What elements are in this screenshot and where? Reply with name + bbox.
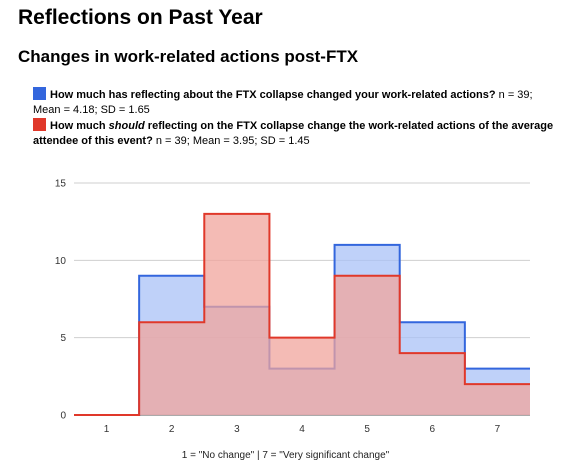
x-tick-label: 2 — [169, 424, 175, 435]
series-area-2 — [74, 213, 530, 415]
x-tick-label: 5 — [364, 424, 370, 435]
y-tick-label: 15 — [55, 179, 67, 190]
legend-question-average-part2: reflecting on the FTX collapse change th… — [33, 120, 554, 147]
legend-stats-self: n = 39; Mean = 4.18; SD = 1.65 — [33, 89, 533, 116]
x-tick-label: 6 — [430, 424, 436, 435]
x-tick-label: 7 — [495, 424, 501, 435]
x-axis-caption: 1 = "No change" | 7 = "Very significant … — [181, 450, 390, 461]
x-tick-label: 1 — [104, 424, 110, 435]
legend-question-self: How much has reflecting about the FTX co… — [50, 89, 496, 101]
legend-question-average-emphasis: should — [108, 120, 145, 132]
x-tick-label: 4 — [299, 424, 305, 435]
legend-stats-average: n = 39; Mean = 3.95; SD = 1.45 — [152, 134, 310, 147]
legend-entry-average: How much should reflecting on the FTX co… — [33, 118, 563, 148]
legend-entry-self: How much has reflecting about the FTX co… — [33, 87, 563, 117]
x-tick-label: 3 — [234, 424, 240, 435]
legend-swatch-red — [33, 118, 46, 131]
y-tick-label: 0 — [60, 411, 66, 422]
legend-question-average-part1: How much — [50, 120, 109, 132]
y-tick-label: 5 — [60, 333, 66, 344]
y-tick-label: 10 — [55, 256, 67, 267]
series-line-2 — [74, 212, 530, 416]
legend-swatch-blue — [33, 87, 46, 100]
page-title: Reflections on Past Year — [18, 6, 263, 29]
section-title: Changes in work-related actions post-FTX — [18, 47, 359, 66]
chart-legend: How much has reflecting about the FTX co… — [33, 87, 563, 149]
